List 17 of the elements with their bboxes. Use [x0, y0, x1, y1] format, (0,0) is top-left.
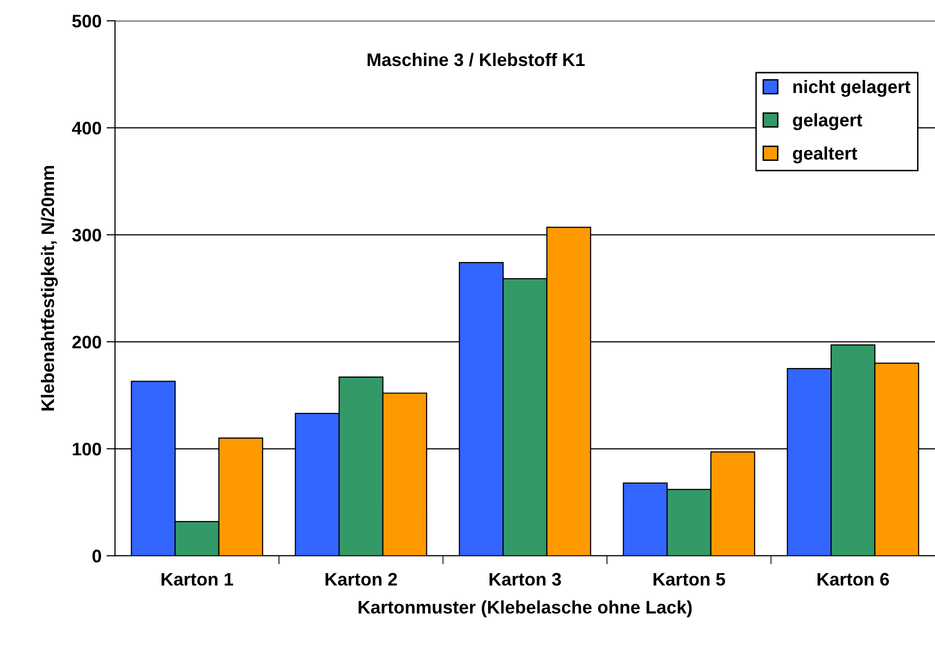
legend-label: gealtert	[792, 146, 858, 164]
y-tick-label: 200	[72, 336, 102, 348]
y-tick-label: 100	[72, 442, 102, 456]
x-tick-label: Karton 2	[326, 572, 397, 586]
x-tick-label: Karton 5	[654, 573, 726, 586]
x-tick-label: Karton 6	[818, 572, 889, 586]
text: Maschine 3 / Klebstoff K1	[368, 52, 585, 66]
y-tick-label: 300	[72, 228, 102, 242]
legend-label: nicht gelagert	[793, 80, 910, 97]
x-tick-label: Karton 1	[162, 573, 234, 586]
x-axis-title: Kartonmuster (Klebelasche ohne Lack)	[358, 600, 692, 618]
y-tick-label: 500	[72, 14, 102, 28]
y-tick-label: 400	[72, 122, 102, 135]
x-tick-label: Karton 3	[490, 572, 561, 586]
y-axis-title: Klebenahtfestigkeit, N/20mm	[40, 166, 58, 410]
legend-label: gelagert	[792, 113, 862, 130]
y-tick-label: 0	[92, 550, 102, 562]
